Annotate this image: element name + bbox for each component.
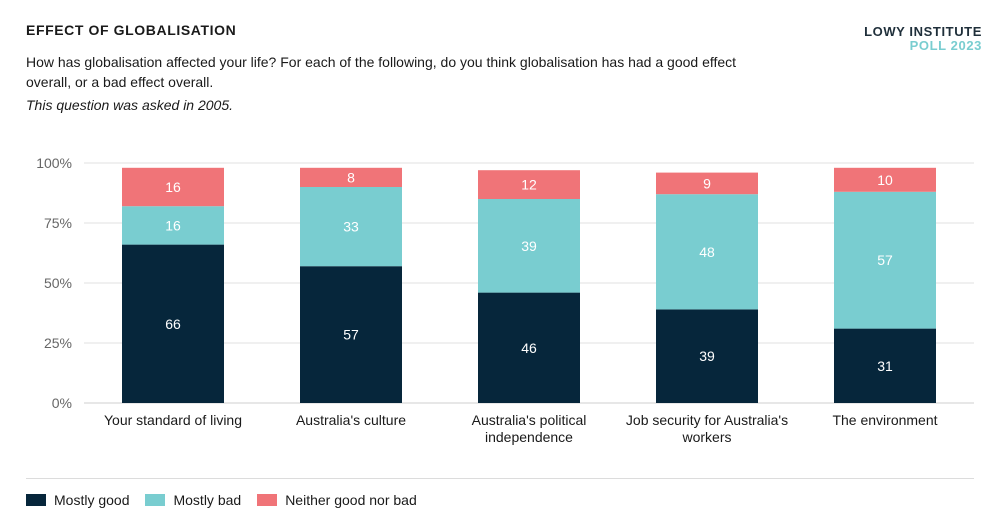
data-label: 9	[703, 175, 711, 191]
chart-title: EFFECT OF GLOBALISATION	[26, 22, 237, 38]
bar-segment	[834, 191, 936, 329]
y-tick-label: 25%	[44, 335, 72, 351]
bar-segment	[834, 167, 936, 192]
data-label: 46	[521, 340, 537, 356]
brand-line-2: POLL 2023	[909, 38, 982, 53]
data-label: 66	[165, 316, 181, 332]
data-label: 48	[699, 244, 715, 260]
legend-swatch-mostly-bad	[145, 494, 166, 506]
data-label: 57	[343, 327, 359, 343]
x-tick-label: Your standard of living	[104, 412, 242, 428]
bar-segment	[122, 206, 224, 245]
bar-segment	[122, 167, 224, 207]
data-label: 10	[877, 172, 893, 188]
legend-item-mostly-good[interactable]: Mostly good	[26, 492, 129, 508]
brand-line-1: LOWY INSTITUTE	[864, 24, 982, 39]
data-label: 8	[347, 169, 355, 185]
bar-segment	[656, 172, 758, 195]
data-label: 16	[165, 217, 181, 233]
data-label: 12	[521, 177, 537, 193]
legend-item-mostly-bad[interactable]: Mostly bad	[145, 492, 241, 508]
stacked-bar-chart: 0% 25% 50% 75% 100% 66 16 16 Your standard of li…	[36, 155, 974, 445]
x-tick-label: Australia's political	[472, 412, 587, 428]
x-tick-label: Australia's culture	[296, 412, 406, 428]
data-label: 39	[521, 238, 537, 254]
legend: Mostly good Mostly bad Neither good nor …	[26, 492, 417, 508]
x-tick-label: workers	[681, 429, 731, 445]
legend-swatch-mostly-good	[26, 494, 46, 506]
legend-label-mostly-good: Mostly good	[54, 492, 130, 508]
data-label: 57	[877, 252, 893, 268]
bar-segment	[656, 194, 758, 310]
legend-swatch-neither	[257, 494, 278, 506]
question-note: This question was asked in 2005.	[26, 97, 234, 113]
data-label: 33	[343, 219, 359, 235]
data-label: 39	[699, 348, 715, 364]
y-tick-label: 75%	[44, 215, 72, 231]
data-label: 31	[877, 358, 893, 374]
bar-segment	[122, 244, 224, 403]
y-tick-label: 50%	[44, 275, 72, 291]
legend-label-neither: Neither good nor bad	[285, 492, 417, 508]
bar-segment	[478, 199, 580, 293]
bar-segment	[300, 187, 402, 267]
y-tick-label: 100%	[36, 155, 72, 171]
data-label: 16	[165, 179, 181, 195]
x-tick-label: The environment	[832, 412, 937, 428]
legend-divider	[26, 478, 974, 479]
bar-segment	[478, 292, 580, 403]
bar-segment	[478, 170, 580, 199]
x-tick-label: independence	[485, 429, 573, 445]
bar-segment	[300, 167, 402, 187]
bar-segment	[656, 309, 758, 403]
question-text: How has globalisation affected your life…	[26, 54, 737, 90]
bar-segment	[834, 328, 936, 403]
x-tick-label: Job security for Australia's	[626, 412, 788, 428]
y-tick-label: 0%	[52, 395, 72, 411]
legend-label-mostly-bad: Mostly bad	[173, 492, 242, 508]
bar-segment	[300, 266, 402, 403]
legend-item-neither[interactable]: Neither good nor bad	[257, 492, 417, 508]
brand-logo: LOWY INSTITUTE POLL 2023	[864, 25, 982, 53]
